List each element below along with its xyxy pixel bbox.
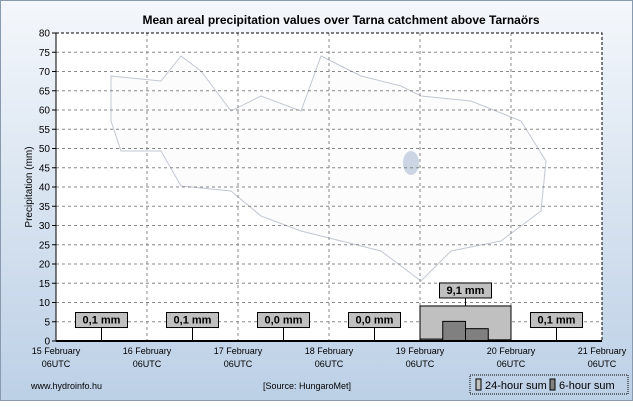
x-tick-label-date: 20 February: [487, 346, 536, 356]
data-label-box: [166, 312, 219, 329]
y-tick-label: 5: [44, 317, 50, 328]
x-tick-label-date: 18 February: [305, 346, 354, 356]
data-label-box: [75, 312, 128, 329]
data-label: 0,0 mm: [265, 315, 303, 327]
data-label: 0,1 mm: [538, 315, 576, 327]
source-note: [Source: HungaroMet]: [263, 381, 351, 391]
legend-label-six-hour: 6-hour sum: [559, 380, 615, 392]
data-label: 0,1 mm: [174, 315, 212, 327]
y-tick-label: 15: [39, 279, 51, 290]
y-tick-label: 65: [39, 86, 51, 97]
legend: 24-hour sum 6-hour sum: [469, 374, 629, 395]
catchment-map: [110, 55, 547, 282]
y-tick-label: 55: [39, 125, 51, 136]
y-tick-label: 35: [39, 202, 51, 213]
legend-label-daily: 24-hour sum: [485, 380, 547, 392]
x-tick-label-date: 17 February: [214, 346, 263, 356]
legend-swatch-six-hour: [549, 378, 556, 391]
y-axis-label: Precipitation (mm): [24, 146, 35, 227]
x-tick-label-time: 06UTC: [588, 359, 617, 369]
y-tick-label: 25: [39, 240, 51, 251]
x-tick-label-time: 06UTC: [224, 359, 253, 369]
data-label-box: [348, 312, 401, 329]
y-tick-label: 45: [39, 163, 51, 174]
six-hour-bar: [442, 320, 466, 342]
x-tick-label-time: 06UTC: [42, 359, 71, 369]
x-tick-label-date: 16 February: [123, 346, 172, 356]
data-label-box: [257, 312, 310, 329]
data-label: 0,1 mm: [83, 315, 121, 327]
y-tick-label: 30: [39, 221, 51, 232]
y-tick-label: 40: [39, 183, 51, 194]
y-tick-label: 60: [39, 106, 51, 117]
y-tick-label: 50: [39, 144, 51, 155]
x-tick-label-time: 06UTC: [406, 359, 435, 369]
x-tick-label-time: 06UTC: [315, 359, 344, 369]
y-tick-label: 20: [39, 260, 51, 271]
y-tick-label: 10: [39, 298, 51, 309]
x-tick-label-date: 15 February: [32, 346, 81, 356]
y-tick-label: 80: [39, 29, 51, 40]
chart-title: Mean areal precipitation values over Tar…: [142, 13, 539, 27]
six-hour-bar: [465, 328, 489, 342]
y-tick-label: 0: [44, 337, 50, 348]
y-tick-label: 75: [39, 48, 51, 59]
data-label: 0,0 mm: [356, 315, 394, 327]
data-label: 9,1 mm: [447, 285, 485, 297]
x-tick-label-date: 19 February: [396, 346, 445, 356]
data-label-box: [530, 312, 583, 329]
x-tick-label-date: 21 February: [578, 346, 627, 356]
y-tick-label: 70: [39, 67, 51, 78]
x-tick-label-time: 06UTC: [497, 359, 526, 369]
legend-swatch-daily: [475, 378, 482, 391]
data-label-box: [439, 282, 492, 299]
x-tick-label-time: 06UTC: [133, 359, 162, 369]
website-link[interactable]: www.hydroinfo.hu: [30, 381, 102, 391]
